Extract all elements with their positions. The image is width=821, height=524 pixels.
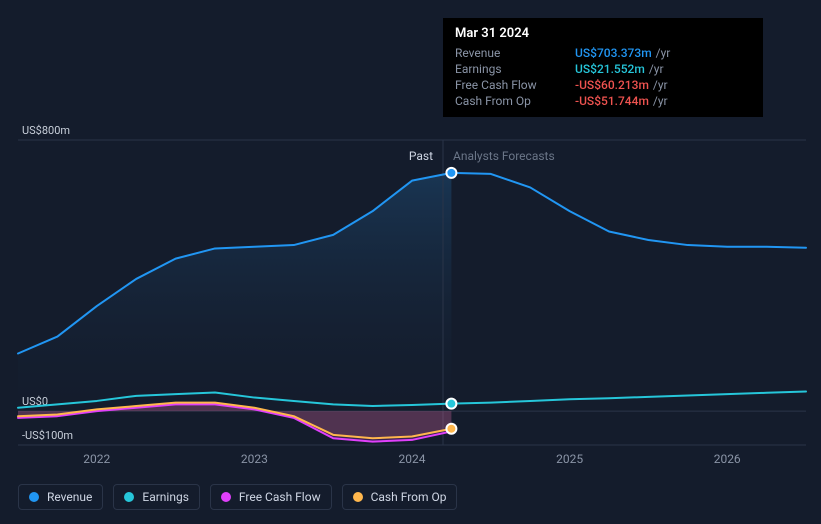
svg-text:2026: 2026 — [714, 452, 741, 466]
legend-item-revenue[interactable]: Revenue — [18, 484, 103, 510]
tooltip-unit: /yr — [656, 46, 671, 60]
tooltip-value: US$703.373m — [575, 46, 652, 60]
tooltip-title: Mar 31 2024 — [455, 26, 751, 41]
tooltip-value: -US$51.744m — [575, 94, 649, 108]
legend-swatch — [353, 492, 363, 502]
tooltip-row-revenue: Revenue US$703.373m /yr — [455, 45, 751, 61]
legend-swatch — [29, 492, 39, 502]
legend-swatch — [124, 492, 134, 502]
tooltip-value: US$21.552m — [575, 62, 645, 76]
legend-item-earnings[interactable]: Earnings — [113, 484, 200, 510]
legend-label: Cash From Op — [371, 490, 447, 504]
svg-text:Analysts Forecasts: Analysts Forecasts — [453, 149, 555, 163]
svg-text:Past: Past — [409, 149, 433, 163]
tooltip-label: Revenue — [455, 46, 575, 60]
tooltip-unit: /yr — [653, 94, 668, 108]
legend-swatch — [221, 492, 231, 502]
tooltip-label: Earnings — [455, 62, 575, 76]
legend-item-cfo[interactable]: Cash From Op — [342, 484, 458, 510]
svg-text:US$800m: US$800m — [22, 124, 70, 137]
tooltip-label: Cash From Op — [455, 94, 575, 108]
legend-label: Earnings — [142, 490, 189, 504]
svg-text:2025: 2025 — [556, 452, 583, 466]
tooltip-row-earnings: Earnings US$21.552m /yr — [455, 61, 751, 77]
svg-text:2023: 2023 — [241, 452, 268, 466]
legend-item-fcf[interactable]: Free Cash Flow — [210, 484, 332, 510]
legend-label: Free Cash Flow — [239, 490, 321, 504]
chart-legend: Revenue Earnings Free Cash Flow Cash Fro… — [18, 484, 457, 510]
svg-text:-US$100m: -US$100m — [22, 429, 73, 442]
tooltip-row-fcf: Free Cash Flow -US$60.213m /yr — [455, 77, 751, 93]
chart-container: { "chart": { "width": 821, "height": 524… — [0, 0, 821, 524]
tooltip-unit: /yr — [653, 78, 668, 92]
tooltip-value: -US$60.213m — [575, 78, 649, 92]
tooltip-unit: /yr — [649, 62, 664, 76]
tooltip-label: Free Cash Flow — [455, 78, 575, 92]
chart-tooltip: Mar 31 2024 Revenue US$703.373m /yr Earn… — [443, 18, 763, 117]
tooltip-row-cfo: Cash From Op -US$51.744m /yr — [455, 93, 751, 109]
svg-text:2022: 2022 — [83, 452, 110, 466]
legend-label: Revenue — [47, 490, 92, 504]
svg-text:2024: 2024 — [399, 452, 426, 466]
